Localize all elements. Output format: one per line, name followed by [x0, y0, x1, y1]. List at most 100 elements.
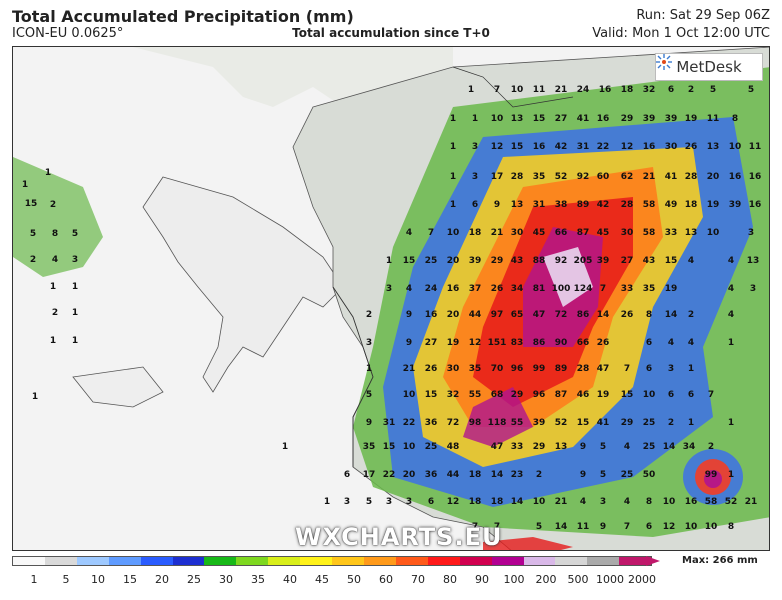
legend-tick-label: 200: [535, 573, 557, 586]
map-value-label: 2: [535, 470, 543, 480]
map-value-label: 1: [727, 338, 735, 348]
map-value-label: 58: [704, 497, 718, 507]
map-value-label: 66: [554, 228, 568, 238]
map-value-label: 10: [704, 522, 718, 532]
legend-tick-label: 90: [475, 573, 489, 586]
map-value-label: 30: [620, 228, 634, 238]
map-value-label: 52: [554, 172, 568, 182]
map-value-label: 5: [365, 390, 373, 400]
map-value-label: 20: [402, 470, 416, 480]
map-value-label: 24: [576, 85, 590, 95]
map-value-label: 90: [554, 338, 568, 348]
sicily: [72, 366, 164, 408]
map-value-label: 98: [468, 418, 482, 428]
map-value-label: 9: [365, 418, 373, 428]
map-value-label: 33: [620, 284, 634, 294]
map-value-label: 60: [596, 172, 610, 182]
map-value-label: 13: [746, 256, 760, 266]
map-value-label: 1: [49, 336, 57, 346]
map-value-label: 13: [510, 114, 524, 124]
map-value-label: 9: [599, 522, 607, 532]
map-value-label: 35: [468, 364, 482, 374]
map-value-label: 34: [510, 284, 524, 294]
precip-purple-east: [704, 470, 722, 488]
map-value-label: 4: [667, 338, 675, 348]
map-value-label: 42: [554, 142, 568, 152]
map-value-label: 6: [645, 522, 653, 532]
map-value-label: 89: [554, 364, 568, 374]
map-value-label: 14: [490, 470, 504, 480]
map-value-label: 9: [405, 310, 413, 320]
legend-tick-label: 50: [347, 573, 361, 586]
map-value-label: 12: [468, 338, 482, 348]
legend-swatch: [13, 557, 45, 565]
wxcharts-watermark: WXCHARTS.EU: [295, 523, 503, 551]
map-value-label: 19: [684, 114, 698, 124]
map-value-label: 15: [620, 390, 634, 400]
map-value-label: 50: [642, 470, 656, 480]
map-value-label: 1: [449, 114, 457, 124]
map-value-label: 45: [532, 228, 546, 238]
map-value-label: 1: [467, 85, 475, 95]
map-value-label: 19: [706, 200, 720, 210]
map-value-label: 72: [446, 418, 460, 428]
map-value-label: 49: [664, 200, 678, 210]
map-value-label: 8: [645, 310, 653, 320]
map-value-label: 45: [596, 228, 610, 238]
map-value-label: 55: [468, 390, 482, 400]
map-value-label: 31: [576, 142, 590, 152]
map-value-label: 46: [576, 390, 590, 400]
map-value-label: 89: [576, 200, 590, 210]
map-value-label: 31: [382, 418, 396, 428]
map-value-label: 68: [490, 390, 504, 400]
metdesk-logo-icon: [656, 54, 672, 70]
map-value-label: 7: [623, 364, 631, 374]
map-value-label: 27: [554, 114, 568, 124]
map-value-label: 26: [684, 142, 698, 152]
map-value-label: 15: [576, 418, 590, 428]
map-value-label: 20: [706, 172, 720, 182]
map-value-label: 22: [402, 418, 416, 428]
map-value-label: 26: [490, 284, 504, 294]
map-value-label: 6: [645, 364, 653, 374]
map-value-label: 32: [446, 390, 460, 400]
map-value-label: 124: [573, 284, 593, 294]
map-value-label: 58: [642, 228, 656, 238]
map-value-label: 28: [510, 172, 524, 182]
chart-title: Total Accumulated Precipitation (mm): [12, 7, 354, 26]
map-value-label: 1: [687, 418, 695, 428]
map-value-label: 13: [554, 442, 568, 452]
map-value-label: 3: [471, 142, 479, 152]
map-value-label: 10: [642, 390, 656, 400]
map-value-label: 9: [405, 338, 413, 348]
legend-max-arrow: [646, 556, 660, 566]
map-value-label: 3: [343, 497, 351, 507]
map-value-label: 81: [532, 284, 546, 294]
color-legend: Max: 266 mm 1 5 10 15 20 25 30 35 40 45 50 60 70 80 90…: [12, 555, 782, 596]
map-value-label: 25: [424, 256, 438, 266]
coastline: [332, 286, 374, 467]
map-value-label: 2: [29, 255, 37, 265]
map-value-label: 6: [667, 85, 675, 95]
map-value-label: 87: [576, 228, 590, 238]
map-value-label: 18: [684, 200, 698, 210]
map-value-label: 1: [323, 497, 331, 507]
map-value-label: 96: [510, 364, 524, 374]
map-value-label: 6: [427, 497, 435, 507]
map-value-label: 8: [645, 497, 653, 507]
map-value-label: 28: [620, 200, 634, 210]
map-value-label: 21: [744, 497, 758, 507]
legend-tick-label: 2000: [628, 573, 656, 586]
map-value-label: 19: [446, 338, 460, 348]
map-value-label: 10: [490, 114, 504, 124]
map-value-label: 10: [510, 85, 524, 95]
map-value-label: 15: [510, 142, 524, 152]
legend-swatch: [108, 557, 141, 565]
map-value-label: 5: [71, 229, 79, 239]
map-value-label: 4: [579, 497, 587, 507]
legend-swatch: [332, 557, 364, 565]
map-value-label: 30: [446, 364, 460, 374]
legend-tick-label: 30: [219, 573, 233, 586]
map-value-label: 21: [554, 497, 568, 507]
map-value-label: 5: [709, 85, 717, 95]
